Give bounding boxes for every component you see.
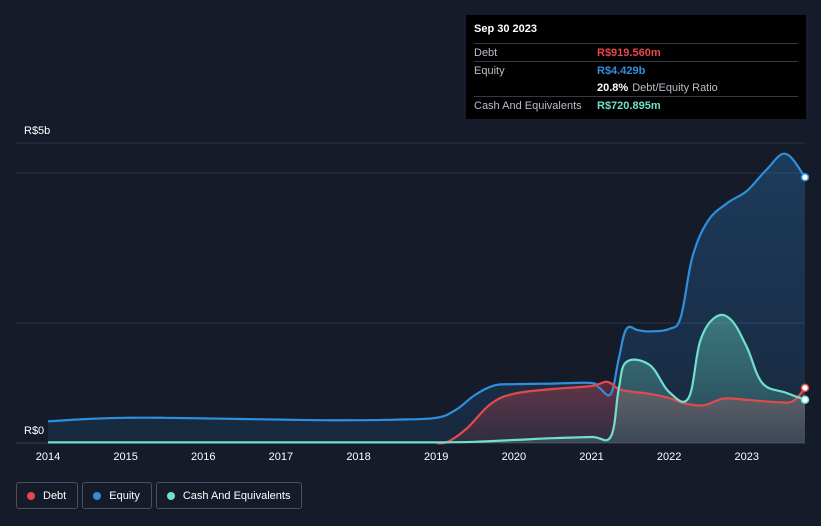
y-tick-label: R$0 — [24, 425, 44, 437]
tooltip-cash-label: Cash And Equivalents — [474, 99, 582, 112]
x-tick-label: 2021 — [579, 451, 603, 463]
x-tick-label: 2016 — [191, 451, 215, 463]
legend-item-debt[interactable]: Debt — [16, 482, 79, 509]
x-tick-label: 2018 — [346, 451, 370, 463]
x-tick-label: 2022 — [657, 451, 681, 463]
tooltip-ratio-label: Debt/Equity Ratio — [632, 81, 718, 94]
cash-end-point — [800, 395, 810, 404]
tooltip-equity-value: R$4.429b — [597, 64, 646, 77]
tooltip-date: Sep 30 2023 — [474, 23, 537, 35]
cash-dot-icon — [166, 491, 175, 500]
legend: Debt Equity Cash And Equivalents — [16, 482, 303, 509]
legend-debt-label: Debt — [43, 489, 67, 502]
equity-end-point — [800, 173, 810, 182]
x-tick-label: 2020 — [502, 451, 526, 463]
equity-dot-icon — [93, 491, 102, 500]
x-tick-label: 2014 — [36, 451, 60, 463]
legend-equity-label: Equity — [109, 489, 140, 502]
tooltip-row-equity: Equity R$4.429b — [474, 61, 798, 79]
x-tick-label: 2017 — [269, 451, 293, 463]
debt-dot-icon — [27, 491, 35, 500]
x-tick-label: 2015 — [113, 451, 137, 463]
tooltip-debt-label: Debt — [474, 46, 498, 59]
legend-item-equity[interactable]: Equity — [82, 482, 152, 509]
series-areas — [48, 153, 805, 444]
tooltip-debt-value: R$919.560m — [597, 46, 661, 59]
legend-item-cash[interactable]: Cash And Equivalents — [155, 482, 303, 509]
tooltip-row-debt: Debt R$919.560m — [474, 43, 798, 61]
x-tick-label: 2019 — [424, 451, 448, 463]
tooltip-ratio-value: 20.8% — [597, 81, 629, 94]
tooltip-row-cash: Cash And Equivalents R$720.895m — [474, 96, 798, 114]
cash-area — [48, 314, 805, 443]
y-tick-label: R$5b — [24, 125, 50, 137]
x-tick-label: 2023 — [735, 451, 759, 463]
tooltip-panel: Sep 30 2023 Debt R$919.560m Equity R$4.4… — [466, 15, 806, 119]
debt-line — [436, 380, 806, 445]
legend-cash-label: Cash And Equivalents — [182, 489, 291, 502]
series-lines — [47, 152, 806, 445]
cash-line — [48, 313, 806, 444]
tooltip-equity-label: Equity — [474, 64, 505, 77]
equity-line — [47, 152, 806, 423]
tooltip-row-ratio: 20.8% Debt/Equity Ratio — [474, 79, 798, 96]
tooltip-cash-value: R$720.895m — [597, 99, 661, 112]
axes: R$5b R$0 2014 2015 2016 2017 2018 2019 2020 2021 2… — [24, 125, 759, 463]
series-end-points — [800, 173, 810, 404]
debt-end-point — [800, 383, 810, 393]
